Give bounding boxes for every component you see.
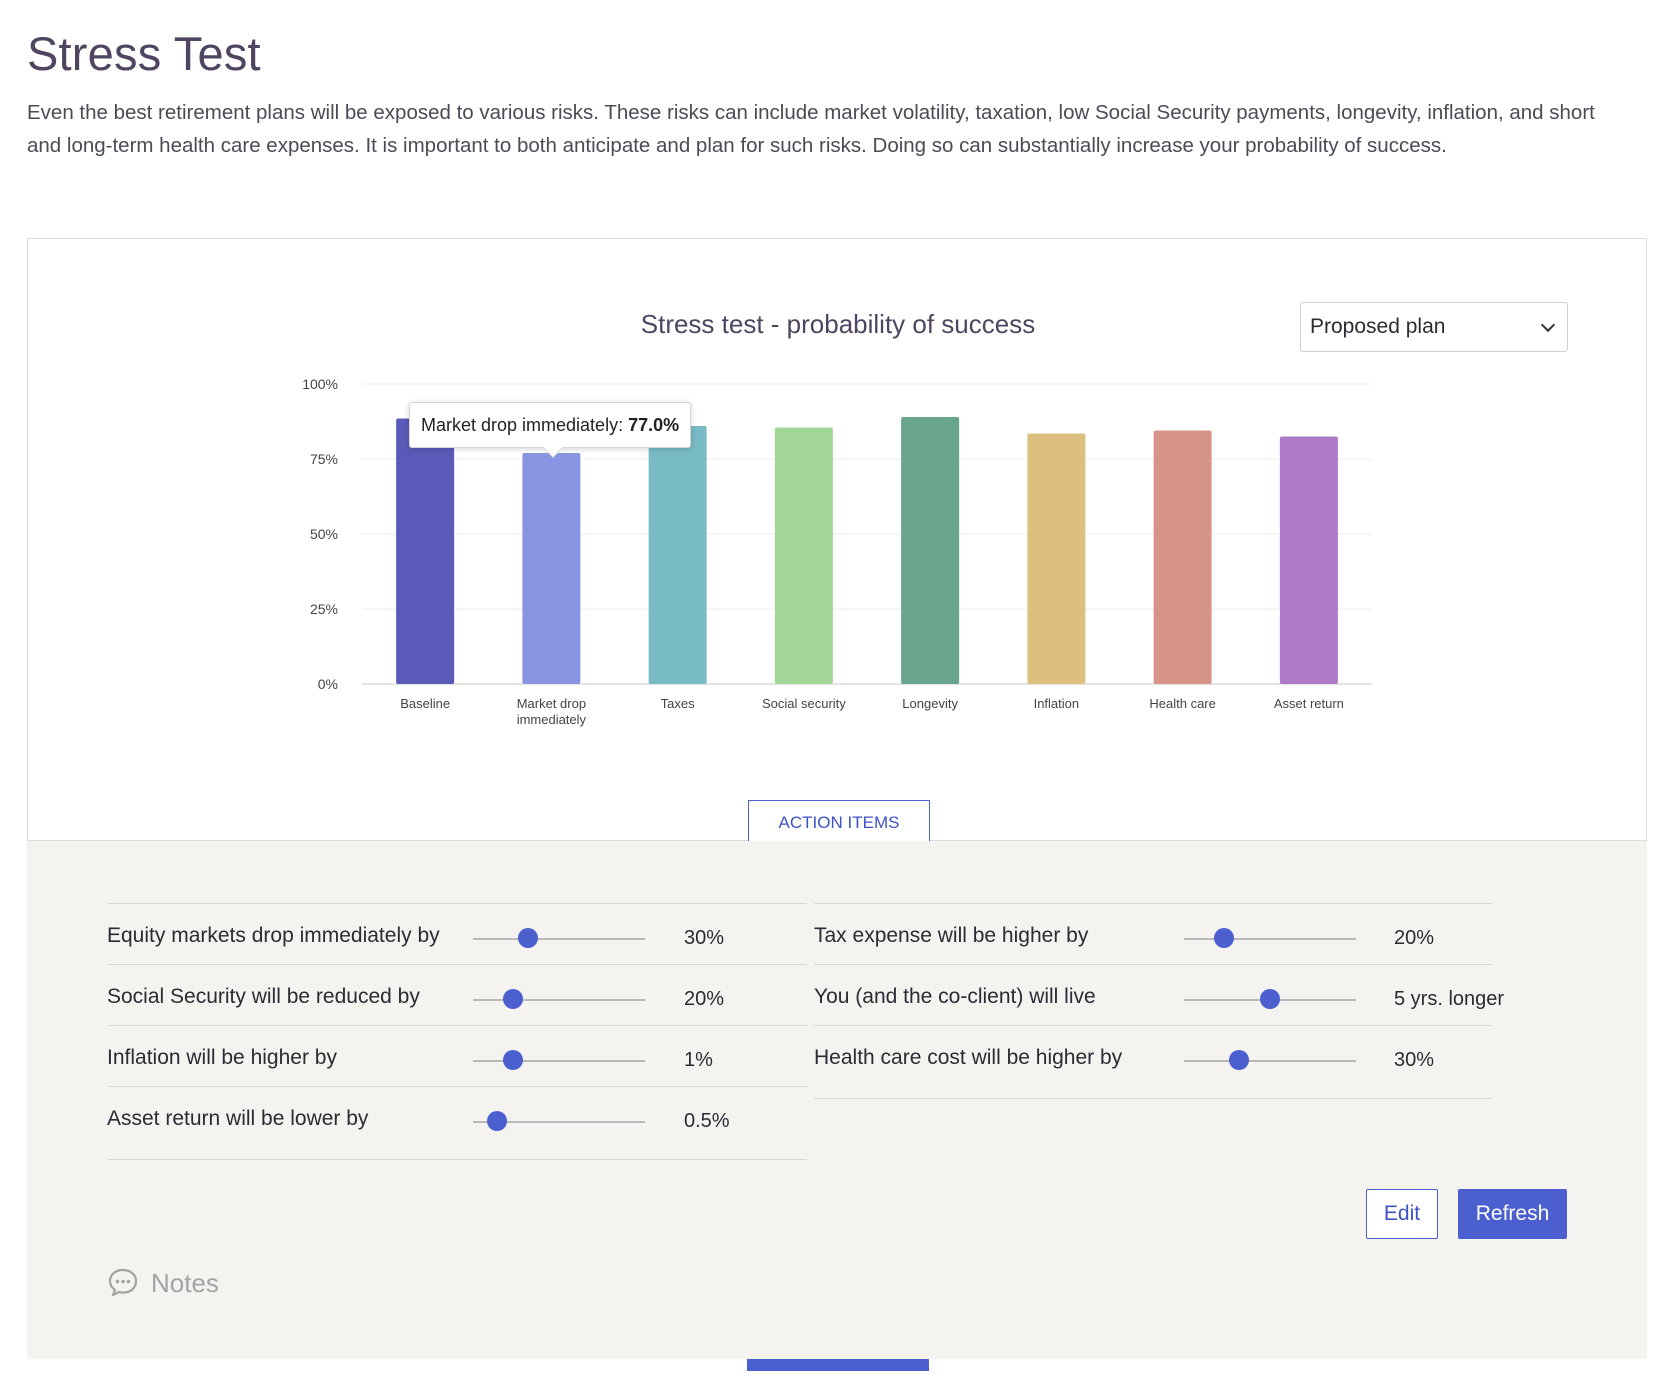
setting-slider-handle[interactable] [1260, 989, 1280, 1009]
plan-select[interactable]: Proposed plan [1300, 302, 1568, 352]
stress-setting-row: Inflation will be higher by 1% [107, 1025, 807, 1090]
tooltip-value: 77.0% [628, 415, 680, 435]
chat-bubble-icon [108, 1268, 138, 1297]
setting-label: Equity markets drop immediately by [107, 924, 440, 947]
x-tick-label: Social security [762, 696, 846, 711]
stress-setting-row: You (and the co-client) will live 5 yrs. … [814, 964, 1504, 1029]
stress-setting-row: Tax expense will be higher by 20% [814, 903, 1493, 968]
x-tick-label: Longevity [902, 696, 958, 711]
setting-value: 30% [1394, 1049, 1435, 1071]
x-tick-label: immediately [517, 712, 587, 727]
stress-setting-row: Health care cost will be higher by 30% [814, 1025, 1493, 1090]
setting-slider-handle[interactable] [518, 928, 539, 948]
x-tick-label: Baseline [400, 696, 450, 711]
setting-value: 5 yrs. longer [1394, 988, 1505, 1010]
settings-left-bottom-divider [107, 1159, 807, 1160]
setting-slider-track[interactable] [473, 1121, 645, 1123]
setting-value: 0.5% [684, 1110, 730, 1132]
x-tick-label: Asset return [1274, 696, 1344, 711]
bar-market-drop-immediately[interactable] [522, 453, 581, 684]
stress-setting-row: Social Security will be reduced by 20% [107, 964, 807, 1029]
chart-tooltip: Market drop immediately: 77.0% [409, 402, 692, 458]
y-tick-label: 0% [318, 676, 338, 692]
stress-test-chart-card: Stress test - probability of success Pro… [27, 238, 1647, 842]
setting-label: Health care cost will be higher by [814, 1046, 1123, 1069]
x-tick-label: Health care [1149, 696, 1215, 711]
setting-slider-track[interactable] [473, 1060, 645, 1062]
bar-asset-return[interactable] [1279, 436, 1338, 685]
setting-value: 30% [684, 927, 725, 949]
page-intro: Even the best retirement plans will be e… [27, 101, 1595, 157]
stress-setting-row: Asset return will be lower by 0.5% [107, 1086, 807, 1151]
settings-right-bottom-divider [814, 1098, 1493, 1099]
action-items-tab[interactable]: ACTION ITEMS [748, 800, 930, 842]
setting-label: Tax expense will be higher by [814, 924, 1089, 947]
setting-label: You (and the co-client) will live [814, 985, 1096, 1008]
setting-slider-track[interactable] [1184, 1060, 1356, 1062]
notes-label: Notes [151, 1268, 219, 1298]
setting-value: 20% [1394, 927, 1435, 949]
bar-longevity[interactable] [901, 417, 960, 684]
bar-health-care[interactable] [1153, 430, 1212, 685]
plan-select-value: Proposed plan [1310, 315, 1446, 338]
setting-slider-handle[interactable] [502, 1050, 523, 1070]
setting-slider-track[interactable] [473, 938, 645, 940]
x-tick-label: Inflation [1034, 696, 1080, 711]
setting-label: Social Security will be reduced by [107, 985, 420, 1008]
bottom-tab-indicator [747, 1359, 929, 1371]
page-title: Stress Test [27, 27, 261, 80]
bar-chart: 0% 25% 50% 75% 100% Baseline Market dropimmedi… [302, 376, 1372, 727]
setting-slider-track[interactable] [1184, 938, 1356, 940]
y-tick-label: 25% [310, 601, 338, 617]
setting-label: Inflation will be higher by [107, 1046, 337, 1069]
setting-label: Asset return will be lower by [107, 1107, 369, 1130]
chart-title: Stress test - probability of success [640, 309, 1036, 339]
bar-inflation[interactable] [1027, 433, 1086, 685]
y-tick-label: 75% [310, 451, 338, 467]
setting-slider-handle[interactable] [1213, 928, 1234, 948]
y-tick-label: 100% [302, 376, 338, 392]
x-tick-label: Market drop [517, 696, 586, 711]
bar-baseline[interactable] [396, 418, 455, 685]
stress-setting-row: Equity markets drop immediately by 30% [107, 903, 807, 968]
tooltip-label: Market drop immediately: [421, 415, 629, 435]
bar-social-security[interactable] [774, 427, 833, 685]
edit-button[interactable]: Edit [1366, 1189, 1438, 1239]
setting-slider-handle[interactable] [487, 1111, 508, 1131]
setting-slider-handle[interactable] [1229, 1050, 1250, 1070]
setting-value: 1% [684, 1049, 713, 1071]
x-tick-label: Taxes [661, 696, 695, 711]
setting-slider-track[interactable] [473, 999, 645, 1001]
setting-value: 20% [684, 988, 725, 1010]
setting-slider-handle[interactable] [502, 989, 523, 1009]
stress-settings-panel: Equity markets drop immediately by 30% Soc… [27, 841, 1647, 1359]
refresh-button[interactable]: Refresh [1458, 1189, 1567, 1239]
bar-taxes[interactable] [648, 426, 707, 684]
y-tick-label: 50% [310, 526, 338, 542]
